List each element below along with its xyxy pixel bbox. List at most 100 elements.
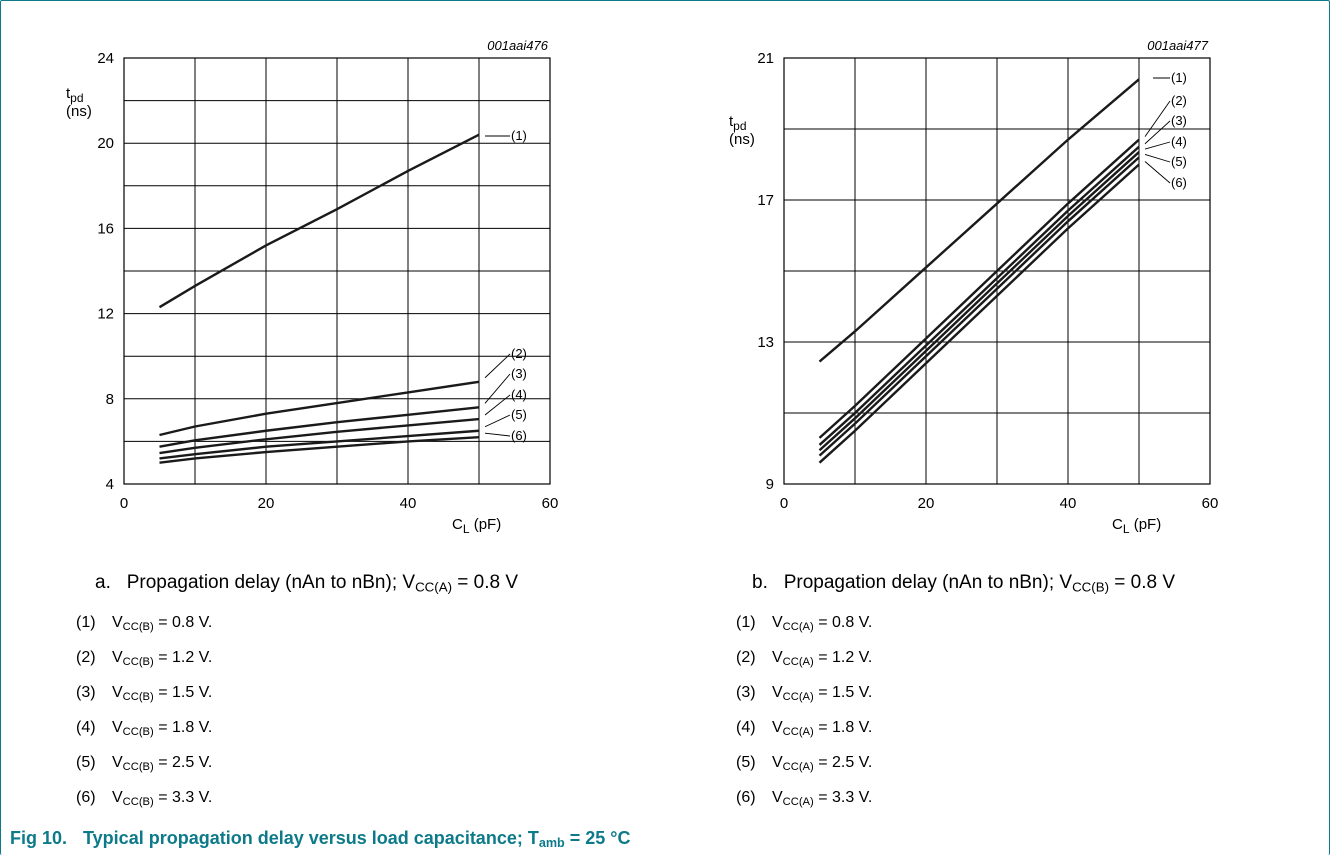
x-tick-label: 40 <box>1060 495 1077 512</box>
legend-value: = 1.8 V. <box>153 719 213 736</box>
series-line-1 <box>158 133 480 309</box>
legend-value: = 2.5 V. <box>153 754 213 771</box>
legend-subscript: CC(A) <box>782 760 814 773</box>
y-tick-label: 12 <box>97 306 114 323</box>
leader-line <box>484 432 511 437</box>
legend-symbol: V <box>112 614 123 631</box>
series-line-6 <box>159 435 480 464</box>
legend-subscript: CC(A) <box>782 725 814 738</box>
legend-value: = 1.2 V. <box>153 649 213 666</box>
plot-frame <box>123 57 551 485</box>
figure-title-suffix: = 25 °C <box>564 828 631 848</box>
legend-item: (5) VCC(B) = 2.5 V. <box>76 754 212 773</box>
figure-title-text: Typical propagation delay versus load ca… <box>83 828 539 848</box>
legend-value: = 1.5 V. <box>153 684 213 701</box>
legend-number: (4) <box>736 719 756 736</box>
series-line-4 <box>159 417 480 455</box>
series-line-4 <box>818 151 1140 452</box>
caption-b-prefix: b. <box>752 572 768 593</box>
series-line-3 <box>818 145 1140 446</box>
figure-code-label: 001aai477 <box>1147 38 1208 53</box>
legend-symbol: V <box>112 719 123 736</box>
y-tick-label: 16 <box>97 220 114 237</box>
leader-line <box>1144 161 1171 184</box>
series-label: (5) <box>1171 154 1187 169</box>
legend-number: (1) <box>76 614 96 631</box>
caption-a-text: Propagation delay (nAn to nBn); V <box>126 572 416 593</box>
legend-subscript: CC(A) <box>782 795 814 808</box>
legend-subscript: CC(A) <box>782 690 814 703</box>
x-tick-label: 0 <box>120 495 128 512</box>
legend-symbol: V <box>772 614 783 631</box>
y-tick-label: 4 <box>106 476 114 493</box>
caption-a-prefix: a. <box>95 572 111 593</box>
y-axis-label: tpd <box>66 85 84 105</box>
series-label: (4) <box>511 387 527 402</box>
y-tick-label: 13 <box>757 334 774 351</box>
legend-symbol: V <box>112 649 123 666</box>
series-label: (3) <box>511 366 527 381</box>
caption-b-text: Propagation delay (nAn to nBn); V <box>783 572 1073 593</box>
y-tick-label: 9 <box>766 476 774 493</box>
legend-item: (6) VCC(A) = 3.3 V. <box>736 789 872 808</box>
legend-subscript: CC(B) <box>122 760 154 773</box>
series-line-2 <box>818 138 1140 439</box>
legend-subscript: CC(B) <box>122 795 154 808</box>
legend-symbol: V <box>772 649 783 666</box>
legend-item: (1) VCC(B) = 0.8 V. <box>76 614 212 633</box>
legend-subscript: CC(A) <box>782 655 814 668</box>
legend-subscript: CC(B) <box>122 620 154 633</box>
series-label: (2) <box>511 346 527 361</box>
leader-line <box>1144 153 1171 163</box>
y-tick-label: 21 <box>757 50 774 67</box>
figure-title: Fig 10. Typical propagation delay versus … <box>10 828 630 850</box>
caption-b-suffix: = 0.8 V <box>1109 572 1176 593</box>
legend-number: (3) <box>736 684 756 701</box>
leader-line <box>484 394 511 416</box>
figure-code-label: 001aai476 <box>487 38 548 53</box>
legend-symbol: V <box>112 684 123 701</box>
x-tick-label: 60 <box>1202 495 1219 512</box>
caption-a-suffix: = 0.8 V <box>452 572 519 593</box>
legend-symbol: V <box>112 754 123 771</box>
x-axis-label: CL (pF) <box>1112 516 1161 536</box>
figure-title-sub: amb <box>538 836 565 851</box>
legend-number: (2) <box>736 649 756 666</box>
caption-a: a. Propagation delay (nAn to nBn); VCC(A… <box>95 572 518 594</box>
legend-number: (6) <box>736 789 756 806</box>
leader-line <box>1144 100 1171 137</box>
legend-number: (2) <box>76 649 96 666</box>
y-axis-unit: (ns) <box>66 103 92 120</box>
legend-subscript: CC(B) <box>122 690 154 703</box>
legend-number: (4) <box>76 719 96 736</box>
legend-item: (3) VCC(A) = 1.5 V. <box>736 684 872 703</box>
series-line-1 <box>818 78 1140 363</box>
x-tick-label: 0 <box>780 495 788 512</box>
y-tick-label: 8 <box>106 391 114 408</box>
legend-symbol: V <box>772 684 783 701</box>
series-label: (3) <box>1171 113 1187 128</box>
series-label: (6) <box>511 428 527 443</box>
legend-number: (3) <box>76 684 96 701</box>
y-tick-label: 20 <box>97 135 114 152</box>
series-line-5 <box>818 156 1140 457</box>
series-label: (6) <box>1171 175 1187 190</box>
legend-value: = 1.5 V. <box>813 684 873 701</box>
legend-value: = 3.3 V. <box>813 789 873 806</box>
legend-value: = 3.3 V. <box>153 789 213 806</box>
legend-number: (1) <box>736 614 756 631</box>
leader-line <box>1144 141 1171 150</box>
x-tick-label: 20 <box>918 495 935 512</box>
legend-symbol: V <box>112 789 123 806</box>
legend-number: (5) <box>736 754 756 771</box>
x-tick-label: 20 <box>258 495 275 512</box>
series-label: (4) <box>1171 134 1187 149</box>
legend-subscript: CC(B) <box>122 725 154 738</box>
series-line-5 <box>159 429 480 460</box>
figure-number: Fig 10. <box>10 828 68 848</box>
leader-line <box>484 353 511 379</box>
legend-item: (5) VCC(A) = 2.5 V. <box>736 754 872 773</box>
legend-item: (4) VCC(A) = 1.8 V. <box>736 719 872 738</box>
caption-b-sub: CC(B) <box>1072 579 1109 595</box>
x-tick-label: 60 <box>542 495 559 512</box>
